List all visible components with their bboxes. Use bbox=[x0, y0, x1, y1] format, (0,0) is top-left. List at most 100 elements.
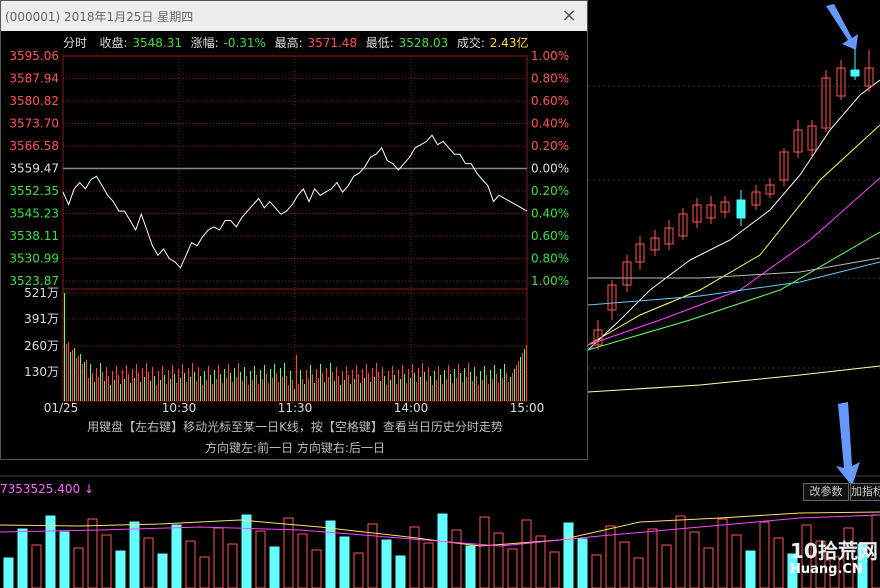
intraday-popup-window[interactable]: (000001) 2018年1月25日 星期四 × 分时 收盘: 3548.31… bbox=[0, 0, 588, 460]
volume-bar bbox=[138, 373, 139, 401]
percent-tick-label: 0.40% bbox=[531, 117, 569, 131]
volume-bar bbox=[276, 373, 277, 401]
indicator-bar bbox=[17, 528, 28, 588]
volume-bar bbox=[92, 373, 93, 401]
volume-bar bbox=[336, 367, 337, 401]
edit-params-button[interactable]: 改参数 bbox=[803, 483, 849, 501]
volume-bar bbox=[462, 382, 463, 401]
volume-bar bbox=[464, 368, 465, 401]
volume-bar bbox=[130, 383, 131, 401]
volume-bar bbox=[106, 367, 107, 401]
volume-bars bbox=[64, 293, 527, 401]
volume-bar bbox=[88, 378, 89, 401]
volume-bar bbox=[208, 366, 209, 401]
volume-bar bbox=[364, 378, 365, 401]
percent-tick-label: 0.00% bbox=[531, 162, 569, 176]
close-button[interactable]: × bbox=[561, 5, 577, 26]
volume-axis: 521万 391万 260万 130万 bbox=[24, 286, 59, 379]
indicator-bar bbox=[59, 531, 70, 588]
volume-bar bbox=[230, 373, 231, 401]
volume-bar bbox=[68, 342, 69, 401]
indicator-bar bbox=[437, 513, 448, 588]
volume-bar bbox=[118, 375, 119, 401]
volume-bar bbox=[354, 379, 355, 401]
volume-bar bbox=[290, 371, 291, 401]
bg-candle-body bbox=[650, 237, 660, 251]
indicator-bar bbox=[815, 540, 826, 588]
price-tick-label: 3587.94 bbox=[9, 72, 59, 86]
high-label: 最高: bbox=[274, 36, 303, 50]
volume-bar bbox=[504, 364, 505, 401]
arrow-icon bbox=[826, 4, 858, 50]
volume-bar bbox=[514, 369, 515, 401]
volume-bar bbox=[500, 369, 501, 401]
indicator-bar bbox=[129, 521, 140, 588]
volume-bar bbox=[108, 376, 109, 401]
volume-bar bbox=[392, 366, 393, 401]
indicator-bar bbox=[843, 527, 854, 588]
volume-bar bbox=[432, 385, 433, 401]
volume-bar bbox=[264, 365, 265, 401]
low-value: 3528.03 bbox=[398, 36, 449, 50]
volume-bar bbox=[296, 355, 297, 401]
time-axis: 01/25 10:30 11:30 14:00 15:00 bbox=[44, 401, 545, 415]
volume-bar bbox=[352, 370, 353, 401]
volume-bar bbox=[116, 366, 117, 401]
bg-candle-body bbox=[850, 69, 860, 77]
volume-bar bbox=[282, 377, 283, 401]
volume-bar bbox=[216, 379, 217, 401]
intraday-chart[interactable]: 3595.06 3587.94 3580.82 3573.70 3566.58 3559.… bbox=[1, 1, 587, 459]
indicator-bar bbox=[45, 515, 56, 588]
volume-tick-label: 130万 bbox=[24, 365, 59, 379]
volume-bar bbox=[478, 385, 479, 401]
volume-bar bbox=[418, 368, 419, 401]
volume-bar bbox=[96, 368, 97, 401]
volume-bar bbox=[448, 365, 449, 401]
indicator-bar bbox=[451, 529, 462, 588]
volume-bar bbox=[158, 371, 159, 401]
add-indicator-button[interactable]: 加指标 bbox=[850, 483, 880, 501]
indicator-bar bbox=[143, 537, 154, 588]
volume-bar bbox=[252, 380, 253, 401]
volume-tick-label: 521万 bbox=[24, 286, 59, 300]
bg-candle-body bbox=[864, 67, 874, 87]
watermark-sub-text: Huang.CN bbox=[790, 562, 863, 577]
volume-bar bbox=[518, 361, 519, 401]
volume-bar bbox=[384, 376, 385, 401]
volume-bar bbox=[246, 376, 247, 401]
volume-bar bbox=[356, 365, 357, 401]
volume-bar bbox=[162, 366, 163, 401]
indicator-bar bbox=[675, 515, 686, 588]
volume-bar bbox=[390, 380, 391, 401]
volume-bar bbox=[442, 384, 443, 401]
price-axis-left: 3595.06 3587.94 3580.82 3573.70 3566.58 3559.… bbox=[9, 49, 59, 288]
bg-candle-body bbox=[736, 199, 746, 219]
volume-bar bbox=[72, 350, 73, 401]
ma-line-white bbox=[587, 79, 880, 351]
volume-bar bbox=[428, 367, 429, 401]
price-tick-label: 3580.82 bbox=[9, 94, 59, 108]
volume-bar bbox=[326, 368, 327, 401]
volume-bar bbox=[224, 369, 225, 401]
popup-titlebar[interactable]: (000001) 2018年1月25日 星期四 × bbox=[1, 1, 587, 31]
indicator-bar bbox=[395, 555, 406, 588]
price-tick-label: 3595.06 bbox=[9, 49, 59, 63]
volume-bar bbox=[332, 372, 333, 401]
indicator-bar bbox=[731, 534, 742, 588]
bg-candle-body bbox=[706, 204, 716, 219]
volume-bar bbox=[404, 374, 405, 401]
volume-bar bbox=[376, 363, 377, 401]
volume-bar bbox=[306, 370, 307, 401]
volume-bar bbox=[198, 367, 199, 401]
indicator-bar bbox=[563, 522, 574, 588]
volume-grid bbox=[63, 292, 527, 373]
volume-bar bbox=[120, 384, 121, 401]
indicator-line-magenta bbox=[0, 514, 880, 547]
volume-bar bbox=[234, 368, 235, 401]
indicator-bar bbox=[213, 527, 224, 588]
volume-bar bbox=[206, 380, 207, 401]
volume-bar bbox=[412, 364, 413, 401]
indicator-value-label: 7353525.400 ↓ bbox=[0, 482, 95, 496]
volume-bar bbox=[76, 358, 77, 401]
